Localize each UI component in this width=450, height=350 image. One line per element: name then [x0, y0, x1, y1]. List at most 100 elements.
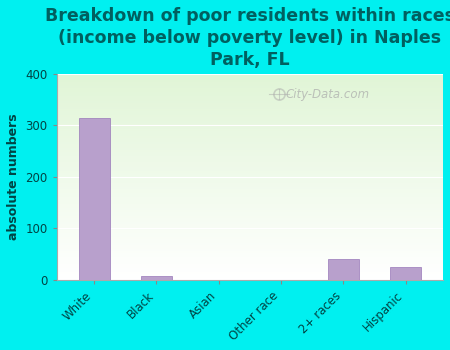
Bar [57, 261, 443, 264]
Bar [57, 115, 443, 117]
Bar [57, 171, 443, 173]
Bar [57, 127, 443, 130]
Bar [57, 206, 443, 208]
Bar [57, 243, 443, 245]
Bar [57, 272, 443, 274]
Bar [57, 177, 443, 179]
Bar [57, 76, 443, 78]
Bar [57, 229, 443, 231]
Bar [57, 84, 443, 86]
Bar [57, 270, 443, 272]
Bar [57, 241, 443, 243]
Bar [57, 193, 443, 195]
Bar [57, 251, 443, 253]
Bar [57, 119, 443, 121]
Bar [57, 181, 443, 183]
Bar [57, 167, 443, 169]
Bar [79, 118, 110, 280]
Bar [57, 197, 443, 199]
Bar [57, 123, 443, 125]
Bar [57, 231, 443, 232]
Bar [57, 218, 443, 220]
Bar [57, 144, 443, 146]
Bar [57, 100, 443, 103]
Bar [57, 226, 443, 229]
Bar [57, 255, 443, 257]
Bar [57, 237, 443, 239]
Bar [57, 173, 443, 175]
Bar [141, 276, 172, 280]
Bar [57, 133, 443, 135]
Bar [57, 208, 443, 210]
Bar [57, 276, 443, 278]
Bar [57, 204, 443, 206]
Bar [57, 214, 443, 216]
Bar [57, 74, 443, 76]
Bar [390, 267, 421, 280]
Bar [57, 239, 443, 241]
Bar [57, 247, 443, 249]
Bar [57, 195, 443, 197]
Bar [57, 179, 443, 181]
Title: Breakdown of poor residents within races
(income below poverty level) in Naples
: Breakdown of poor residents within races… [45, 7, 450, 69]
Bar [57, 232, 443, 234]
Bar [57, 109, 443, 111]
Bar [57, 107, 443, 109]
Bar [57, 96, 443, 98]
Bar [57, 78, 443, 80]
Bar [57, 249, 443, 251]
Bar [57, 220, 443, 222]
Bar [57, 160, 443, 162]
Bar [57, 268, 443, 270]
Bar [57, 88, 443, 90]
Bar [57, 216, 443, 218]
Bar [57, 185, 443, 187]
Bar [57, 140, 443, 142]
Bar [57, 257, 443, 259]
Bar [57, 158, 443, 160]
Text: City-Data.com: City-Data.com [285, 88, 369, 101]
Bar [57, 278, 443, 280]
Bar [57, 234, 443, 237]
Bar [57, 199, 443, 202]
Bar [57, 169, 443, 171]
Bar [57, 148, 443, 150]
Bar [57, 156, 443, 158]
Bar [57, 117, 443, 119]
Bar [57, 135, 443, 138]
Bar [57, 191, 443, 193]
Bar [57, 253, 443, 255]
Bar [328, 259, 359, 280]
Bar [57, 274, 443, 276]
Bar [57, 90, 443, 92]
Bar [57, 92, 443, 94]
Bar [57, 146, 443, 148]
Bar [57, 245, 443, 247]
Bar [57, 121, 443, 123]
Bar [57, 259, 443, 261]
Bar [57, 113, 443, 115]
Bar [57, 162, 443, 164]
Bar [57, 98, 443, 100]
Bar [57, 212, 443, 214]
Bar [57, 154, 443, 156]
Bar [57, 202, 443, 204]
Bar [57, 164, 443, 167]
Bar [57, 142, 443, 144]
Bar [57, 264, 443, 266]
Bar [57, 152, 443, 154]
Bar [57, 266, 443, 268]
Bar [57, 189, 443, 191]
Bar [57, 111, 443, 113]
Bar [57, 80, 443, 82]
Bar [57, 86, 443, 88]
Bar [57, 150, 443, 152]
Bar [57, 138, 443, 140]
Bar [57, 105, 443, 107]
Bar [57, 175, 443, 177]
Bar [57, 125, 443, 127]
Bar [57, 82, 443, 84]
Bar [57, 94, 443, 96]
Bar [57, 103, 443, 105]
Bar [57, 183, 443, 185]
